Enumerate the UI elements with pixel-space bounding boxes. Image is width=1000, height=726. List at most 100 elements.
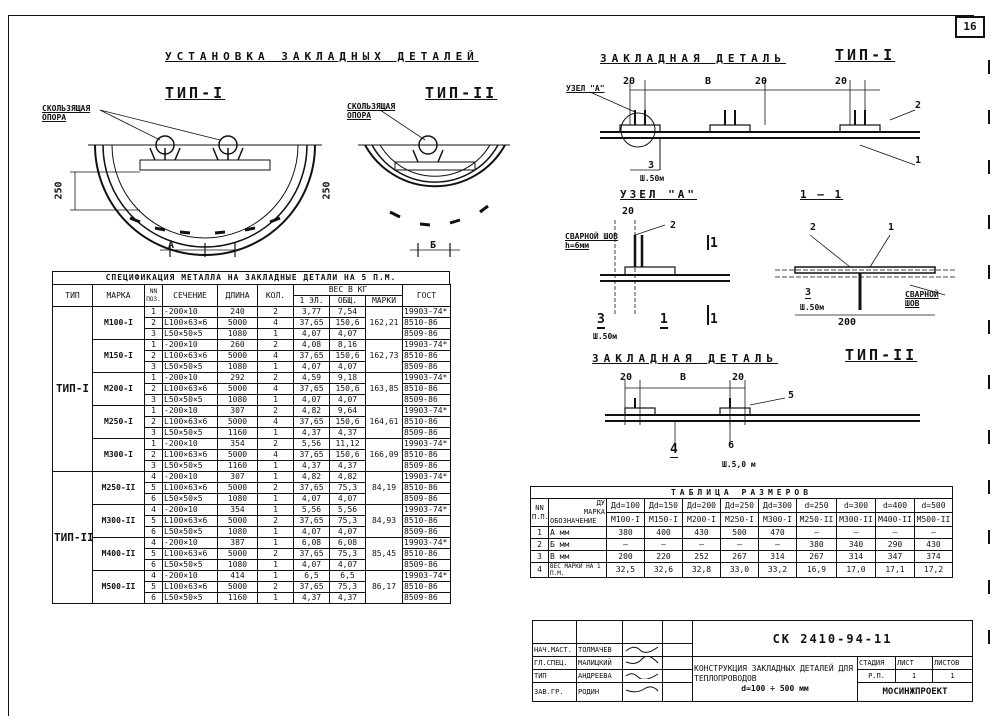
stamp-role: ТИП xyxy=(532,669,577,683)
spec-row: М400-II 4 -200×10 387 1 6,08 6,08 85,45 19903-74… xyxy=(53,537,451,571)
spec-section: L50×50×5 xyxy=(162,526,218,538)
d1-dim-20c: 20 xyxy=(835,76,848,87)
spec-weight-total: 5,56 xyxy=(329,504,366,516)
channel-drawings xyxy=(70,109,510,257)
sizes-value: 200 xyxy=(606,550,645,563)
spec-mark-cell: М200-I xyxy=(92,372,145,406)
spec-mark-weight: 164,61 xyxy=(365,405,403,439)
spec-row: М200-I 1 -200×10 292 2 4,59 9,18 163,85 19903-74… xyxy=(53,372,451,406)
spec-row: М250-I 1 -200×10 307 2 4,82 9,64 164,61 19903-74… xyxy=(53,405,451,439)
spec-gost: 8509-86 xyxy=(402,526,451,538)
d2-pos-4: 4 xyxy=(670,442,678,458)
sizes-row-num: 2 xyxy=(530,538,549,551)
spec-pos: 2 xyxy=(144,449,163,461)
sizes-row-name: А мм xyxy=(548,526,607,539)
spec-section: -200×10 xyxy=(162,306,218,318)
spec-section: -200×10 xyxy=(162,471,218,483)
spec-weight-one: 37,65 xyxy=(293,350,330,362)
spec-length: 5000 xyxy=(217,581,258,593)
sizes-col-diameter: Дd=100 xyxy=(606,498,645,513)
sizes-col-diameter: Дd=200 xyxy=(682,498,721,513)
spec-section: L100×63×6 xyxy=(162,482,218,494)
spec-weight-total: 8,16 xyxy=(329,339,366,351)
spec-section: L100×63×6 xyxy=(162,350,218,362)
spec-qty: 2 xyxy=(257,515,294,527)
spec-mark-cell: М500-II xyxy=(92,570,145,604)
spec-qty: 2 xyxy=(257,581,294,593)
sizes-value: 380 xyxy=(606,526,645,539)
d1-pos-3: 3 xyxy=(648,160,655,171)
spec-length: 292 xyxy=(217,372,258,384)
spec-weight-one: 4,07 xyxy=(293,559,330,571)
spec-weight-one: 4,37 xyxy=(293,460,330,472)
spec-row: М500-II 4 -200×10 414 1 6,5 6,5 86,17 19903-74* xyxy=(53,570,451,604)
stamp-name: АНДРЕЕВА xyxy=(576,669,623,683)
margin-mark xyxy=(988,320,990,334)
spec-weight-total: 9,64 xyxy=(329,405,366,417)
spec-weight-total: 4,37 xyxy=(329,460,366,472)
spec-weight-total: 150,6 xyxy=(329,383,366,395)
spec-section: L50×50×5 xyxy=(162,592,218,604)
stamp-code: СК 2410-94-11 xyxy=(691,620,974,657)
sizes-value: 374 xyxy=(913,550,954,563)
spec-header-nn: NN ПОЗ. xyxy=(144,284,163,307)
spec-weight-total: 75,3 xyxy=(329,482,366,494)
spec-weight-total: 4,37 xyxy=(329,592,366,604)
spec-gost: 8509-86 xyxy=(402,592,451,604)
sizes-value: 290 xyxy=(875,538,915,551)
d1-pos-1: 1 xyxy=(915,155,922,166)
sliding-support-label-1: СКОЛЬЗЯЩАЯ ОПОРА xyxy=(42,104,91,122)
spec-pos: 3 xyxy=(144,460,163,472)
spec-pos: 1 xyxy=(144,372,163,384)
spec-qty: 2 xyxy=(257,482,294,494)
spec-section: -200×10 xyxy=(162,372,218,384)
spec-row: ТИП-I М100-I 1 -200×10 240 2 3,77 7,54 162,21 199… xyxy=(52,306,451,472)
channel-type2 xyxy=(358,109,510,257)
spec-mark-cell: М300-I xyxy=(92,438,145,472)
spec-header-type: ТИП xyxy=(52,284,93,307)
spec-qty: 2 xyxy=(257,438,294,450)
node-a-drawing xyxy=(600,220,730,325)
spec-weight-one: 37,65 xyxy=(293,581,330,593)
sizes-col-mark: М150-I xyxy=(644,512,683,527)
spec-gost: 8510-86 xyxy=(402,350,451,362)
spec-row: 6 L50×50×5 1080 1 4,07 4,07 8509-86 xyxy=(53,493,451,505)
section-drawing xyxy=(775,234,955,316)
sizes-col-mark: М250-II xyxy=(796,512,837,527)
spec-row: 6 L50×50×5 1160 1 4,37 4,37 8509-86 xyxy=(53,592,451,604)
spec-qty: 1 xyxy=(257,361,294,373)
spec-weight-one: 4,07 xyxy=(293,394,330,406)
spec-weight-one: 4,37 xyxy=(293,592,330,604)
spec-pos: 2 xyxy=(144,383,163,395)
sizes-value: 314 xyxy=(836,550,876,563)
spec-weight-total: 6,5 xyxy=(329,570,366,582)
sizes-col-diameter: d=300 xyxy=(836,498,876,513)
d1-dim-b: В xyxy=(705,76,712,87)
spec-weight-total: 4,07 xyxy=(329,361,366,373)
spec-row: ТИП-II М250-II 4 -200×10 307 1 4,82 4,82 84,19 19… xyxy=(52,471,451,604)
spec-weight-one: 4,07 xyxy=(293,361,330,373)
spec-weight-one: 4,07 xyxy=(293,328,330,340)
detail2-type: ТИП-II xyxy=(845,346,918,364)
spec-header-qty: КОЛ. xyxy=(257,284,294,307)
sizes-col-mark: М500-II xyxy=(913,512,954,527)
sizes-value: — xyxy=(796,526,837,539)
spec-weight-total: 4,37 xyxy=(329,427,366,439)
spec-length: 5000 xyxy=(217,350,258,362)
d2-dim-20b: 20 xyxy=(732,372,745,383)
sizes-value: 33,2 xyxy=(758,562,797,578)
detail1-title: ЗАКЛАДНАЯ ДЕТАЛЬ xyxy=(600,52,786,65)
spec-pos: 3 xyxy=(144,361,163,373)
stamp-sheet: 1 xyxy=(895,669,933,683)
spec-section: -200×10 xyxy=(162,405,218,417)
spec-qty: 1 xyxy=(257,493,294,505)
stamp-sheets-header: ЛИСТОВ xyxy=(931,656,974,670)
spec-weight-one: 37,65 xyxy=(293,383,330,395)
node-pos-2: 2 xyxy=(670,220,677,231)
left-title: УСТАНОВКА ЗАКЛАДНЫХ ДЕТАЛЕЙ xyxy=(165,50,479,63)
spec-mark-weight: 84,19 xyxy=(365,471,403,505)
spec-mark-weight: 85,45 xyxy=(365,537,403,571)
spec-pos: 2 xyxy=(144,350,163,362)
spec-mark-weight: 166,09 xyxy=(365,438,403,472)
